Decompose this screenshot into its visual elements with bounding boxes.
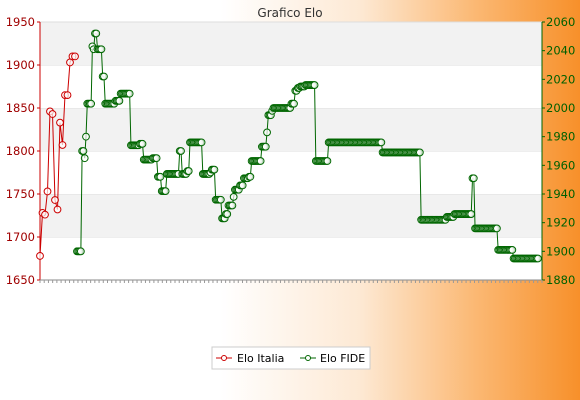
right-tick-label: 1880 <box>546 273 575 287</box>
left-tick-label: 1900 <box>6 58 35 72</box>
grid-band <box>40 151 542 194</box>
elo-fide-point <box>92 29 101 38</box>
right-tick-label: 2000 <box>546 101 575 115</box>
left-axis-ticks: 1650 1700 1750 1800 1850 1900 1950 <box>6 15 40 287</box>
right-tick-label: 2020 <box>546 72 575 86</box>
elo-italia-point <box>41 210 49 219</box>
right-tick-label: 1920 <box>546 216 575 230</box>
chart-title: Grafico Elo <box>257 6 322 20</box>
legend-elo-italia-marker <box>221 355 227 361</box>
elo-fide-point <box>216 195 225 204</box>
right-tick-label: 1900 <box>546 244 575 258</box>
elo-italia-point <box>63 91 72 99</box>
elo-fide-point <box>246 172 255 181</box>
elo-fide-point <box>229 192 238 201</box>
elo-fide-point <box>177 147 185 155</box>
elo-fide-point <box>534 254 542 263</box>
plot-bands <box>39 21 543 280</box>
elo-italia-point <box>48 110 57 118</box>
x-axis-ticks <box>39 279 543 283</box>
elo-fide-point <box>415 148 424 157</box>
elo-fide-point <box>377 138 386 147</box>
left-tick-label: 1850 <box>6 101 35 115</box>
elo-italia-point <box>71 52 79 61</box>
elo-fide-point <box>210 165 219 174</box>
elo-fide-point <box>290 99 298 108</box>
elo-fide-point <box>493 224 501 233</box>
elo-italia-point <box>43 187 52 196</box>
grid-band <box>40 237 542 280</box>
elo-fide-point <box>238 181 247 190</box>
elo-italia-point <box>51 196 59 204</box>
elo-italia-point <box>53 205 62 214</box>
elo-fide-point <box>467 210 476 218</box>
elo-fide-point <box>115 96 124 105</box>
right-tick-label: 1980 <box>546 130 575 144</box>
elo-fide-point <box>156 172 165 181</box>
grid-band <box>40 22 542 65</box>
elo-italia-point <box>36 252 44 260</box>
elo-italia-point <box>58 141 67 149</box>
grid-band <box>40 108 542 151</box>
series-elo-fide <box>73 29 542 263</box>
elo-fide-point <box>508 246 517 254</box>
elo-fide-point <box>228 201 237 210</box>
left-tick-label: 1950 <box>6 15 35 29</box>
elo-fide-point <box>138 139 147 148</box>
elo-fide-point <box>100 72 108 81</box>
elo-fide-point <box>161 187 170 196</box>
elo-italia-point <box>56 118 64 127</box>
right-axis-ticks: 1880 1900 1920 1940 1960 1980 2000 2020 2040 2060 <box>542 15 575 287</box>
elo-fide-point <box>197 138 206 147</box>
elo-fide-point <box>184 167 193 175</box>
legend-box <box>211 346 371 370</box>
elo-fide-point <box>87 99 96 108</box>
elo-fide-point <box>76 247 85 256</box>
elo-fide-point <box>125 89 134 98</box>
elo-fide-point <box>82 132 90 141</box>
right-tick-label: 2040 <box>546 44 575 58</box>
right-tick-label: 1940 <box>546 187 575 201</box>
elo-fide-point <box>323 157 332 165</box>
legend-elo-fide-marker <box>305 355 311 361</box>
left-tick-label: 1650 <box>6 273 35 287</box>
legend-elo-fide-label: Elo FIDE <box>320 352 365 365</box>
elo-fide-point <box>256 157 265 165</box>
left-tick-label: 1800 <box>6 144 35 158</box>
elo-fide-point <box>261 142 270 151</box>
right-tick-label: 2060 <box>546 15 575 29</box>
elo-fide-point <box>469 174 478 183</box>
elo-fide-point <box>223 210 232 218</box>
elo-fide-point <box>80 154 89 163</box>
legend-elo-italia-label: Elo Italia <box>237 352 284 365</box>
left-tick-label: 1750 <box>6 187 35 201</box>
elo-fide-point <box>263 128 271 137</box>
elo-fide-point <box>79 147 88 155</box>
elo-fide-point <box>152 154 161 163</box>
left-tick-label: 1700 <box>6 230 35 244</box>
right-tick-label: 1960 <box>546 158 575 172</box>
legend: Elo Italia Elo FIDE <box>211 346 371 370</box>
elo-fide-point <box>97 45 106 54</box>
series-elo-italia <box>36 52 79 260</box>
elo-fide-point <box>310 81 319 89</box>
